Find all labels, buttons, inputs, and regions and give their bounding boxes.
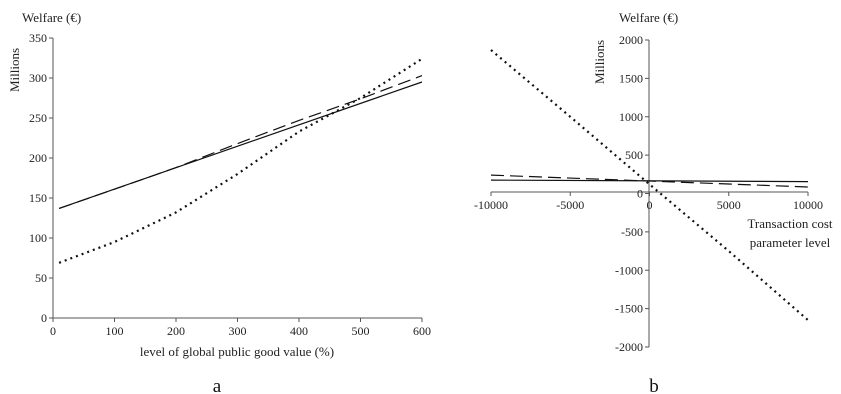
- chart-b-y-axis-label: Millions: [592, 40, 607, 84]
- chart-a-series-dashed-line: [58, 75, 423, 209]
- chart-b-y-tick-label: 2000: [619, 33, 643, 47]
- chart-a-x-tick-label: 300: [229, 324, 247, 338]
- chart-b-y-tick-label: 500: [625, 148, 643, 162]
- chart-a-y-tick-label: 50: [35, 271, 47, 285]
- chart-a-y-tick-label: 300: [29, 71, 47, 85]
- chart-a-x-tick-label: 100: [106, 324, 124, 338]
- chart-b-x-axis-label-line2: parameter level: [750, 235, 831, 250]
- chart-a-y-tick-label: 150: [29, 191, 47, 205]
- chart-a-x-tick-label: 600: [413, 324, 431, 338]
- chart-b-x-tick-label: 0: [647, 198, 653, 212]
- chart-a-y-tick-label: 100: [29, 231, 47, 245]
- chart-a-x-tick-label: 400: [290, 324, 308, 338]
- chart-a-x-tick-label: 200: [167, 324, 185, 338]
- chart-b-y-tick-label: -1000: [615, 263, 643, 277]
- chart-a-y-tick-label: 200: [29, 151, 47, 165]
- chart-b-x-tick-label: 10000: [793, 198, 823, 212]
- chart-b-x-axis-label-line1: Transaction cost: [747, 216, 832, 231]
- chart-b-y-tick-label: -500: [621, 225, 643, 239]
- chart-a-panel-label: a: [213, 376, 222, 394]
- chart-a-y-tick-label: 250: [29, 111, 47, 125]
- chart-b-y-tick-label: 0: [637, 187, 643, 201]
- chart-b-y-unit-label: Welfare (€): [619, 10, 678, 25]
- chart-b-x-tick-label: 5000: [717, 198, 741, 212]
- chart-b-y-tick-label: -1500: [615, 302, 643, 316]
- chart-a-x-axis-label: level of global public good value (%): [140, 344, 334, 359]
- chart-a-x-tick-label: 0: [50, 324, 56, 338]
- chart-b-y-tick-label: 1500: [619, 71, 643, 85]
- chart-a-y-unit-label: Welfare (€): [22, 10, 81, 25]
- chart-a-y-tick-label: 0: [41, 311, 47, 325]
- chart-b-panel-label: b: [649, 376, 659, 394]
- chart-b-y-tick-label: 1000: [619, 110, 643, 124]
- chart-b: Welfare (€) Millions Transaction cost pa…: [474, 10, 833, 394]
- chart-a-x-tick-label: 500: [352, 324, 370, 338]
- chart-b-x-tick-label: -10000: [474, 198, 508, 212]
- chart-b-series-dashed-line: [490, 174, 809, 188]
- chart-a-y-tick-label: 350: [29, 31, 47, 45]
- chart-b-x-tick-label: -5000: [556, 198, 584, 212]
- chart-b-y-tick-label: -2000: [615, 340, 643, 354]
- chart-a: Welfare (€) Millions level of global pub…: [7, 10, 431, 394]
- chart-a-series-dotted-line: [58, 57, 423, 264]
- chart-a-y-axis-label: Millions: [7, 48, 22, 92]
